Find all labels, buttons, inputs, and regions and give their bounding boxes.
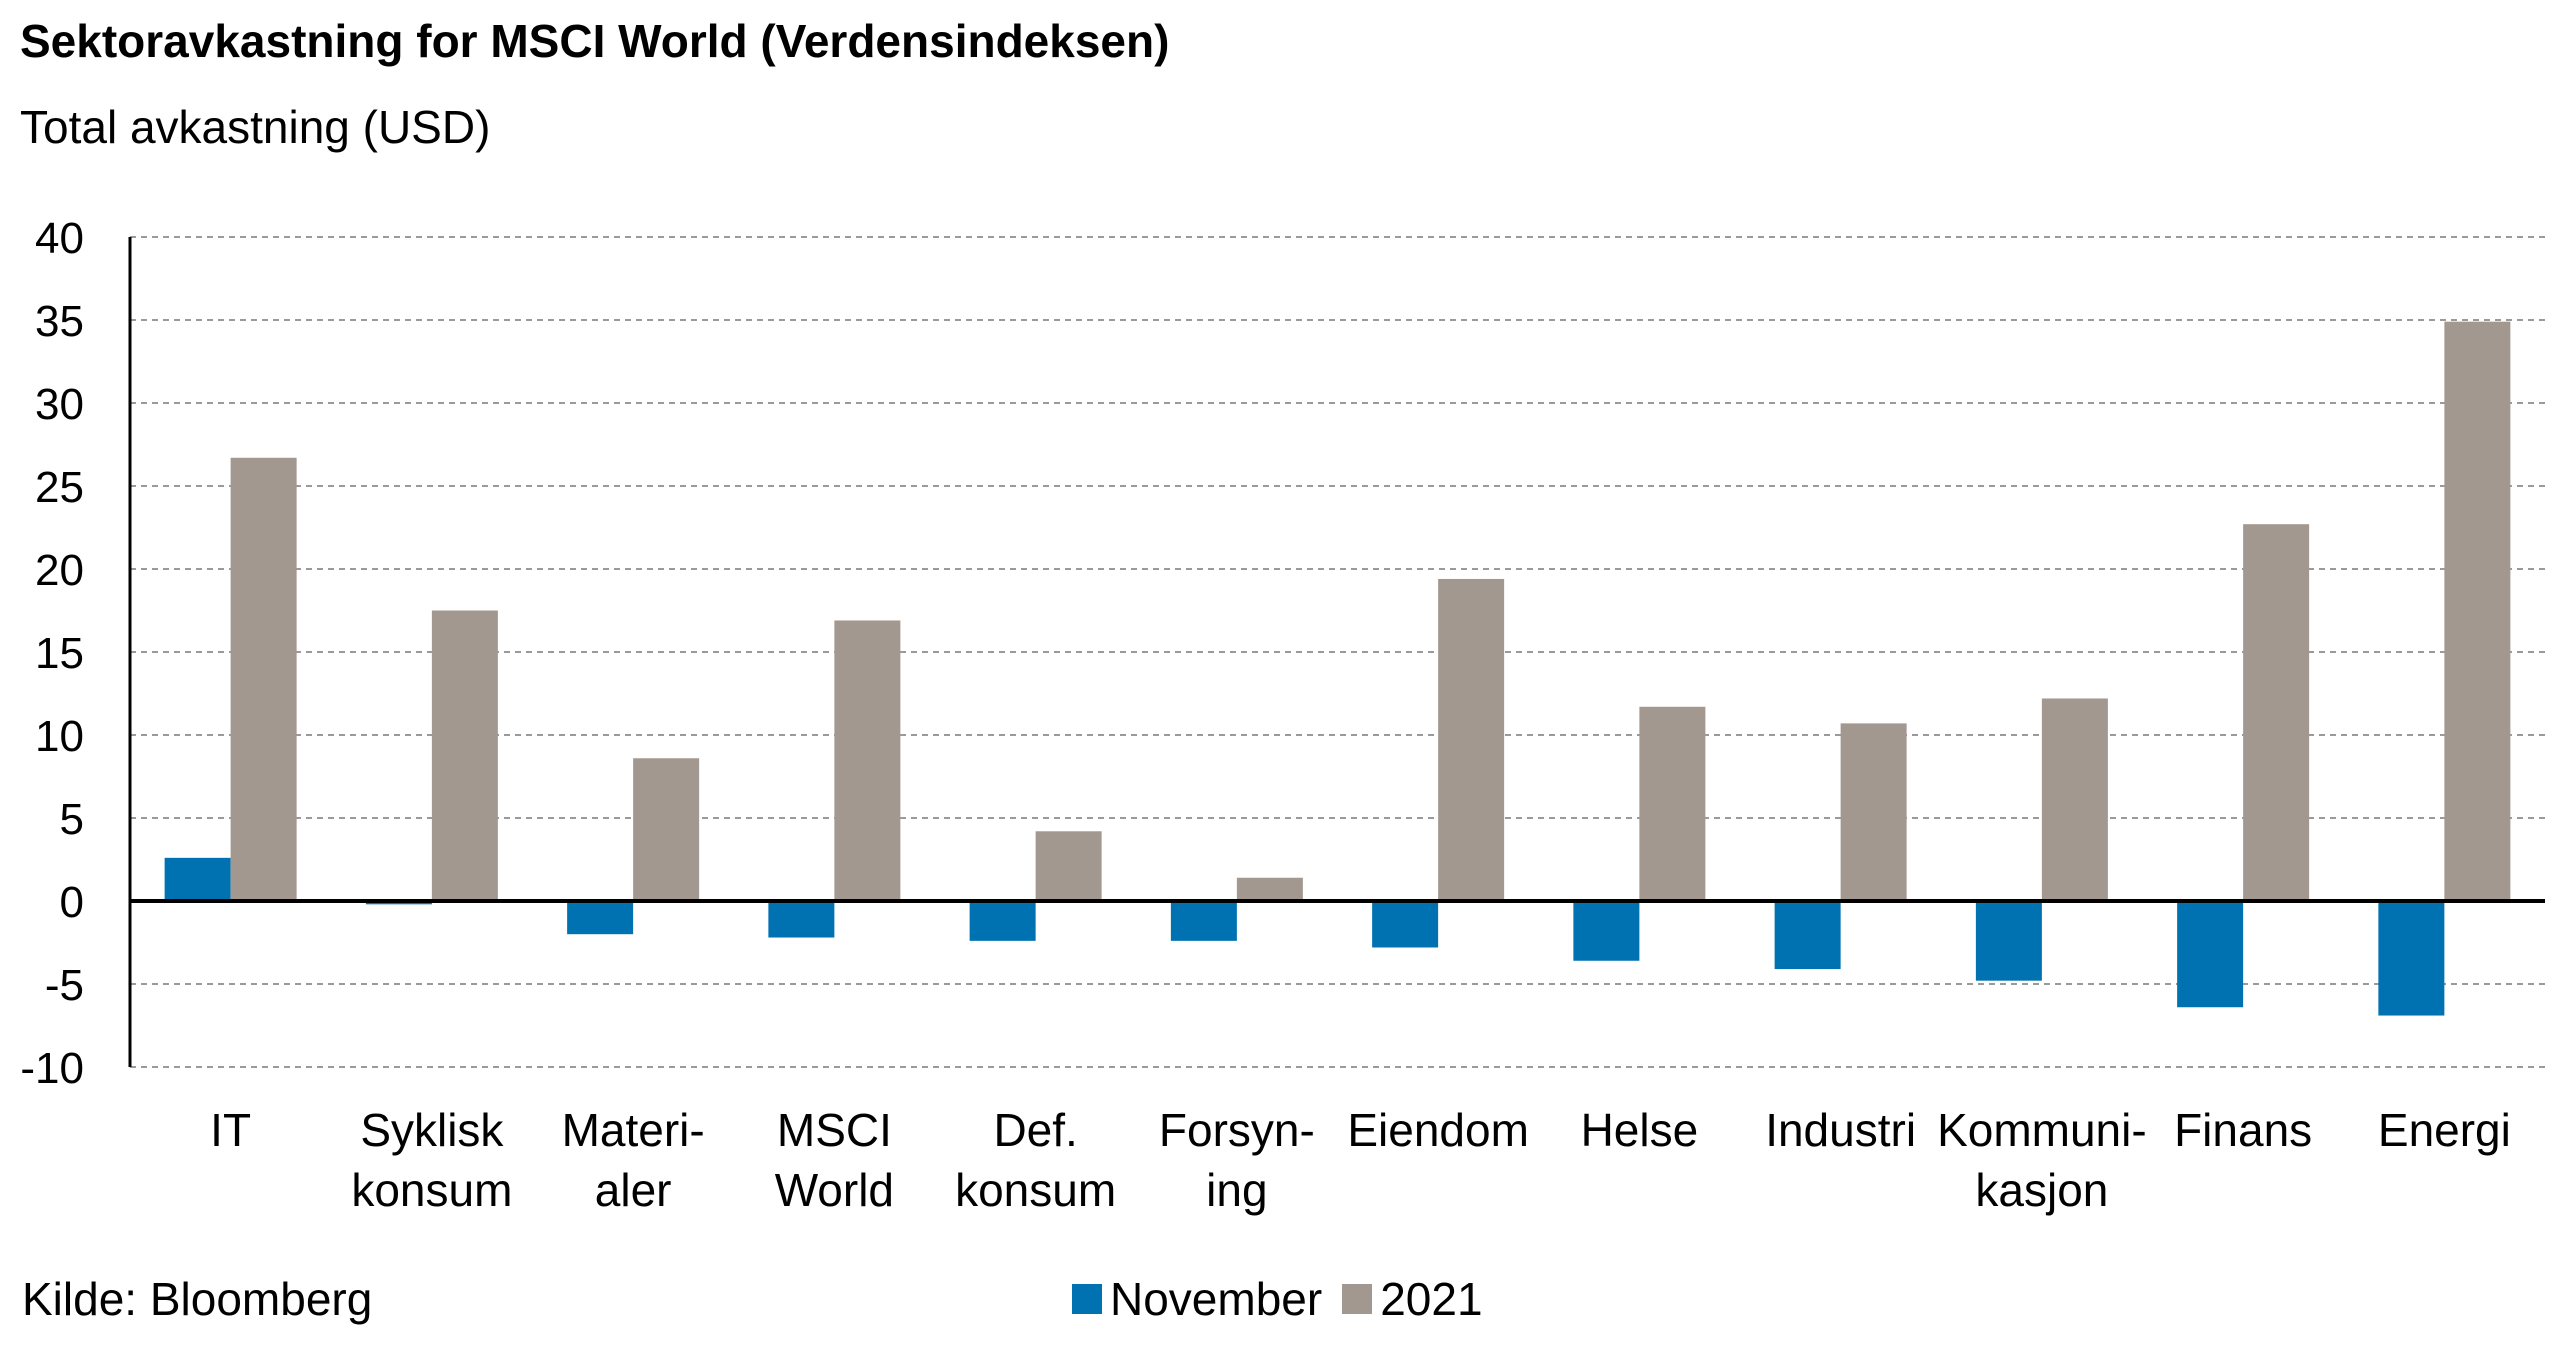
y-tick-label: 15: [35, 629, 84, 678]
bar-november: [1372, 901, 1439, 948]
y-tick-label: 20: [35, 546, 84, 595]
y-tick-label: 40: [35, 214, 84, 263]
x-tick-label: Helse: [1581, 1104, 1699, 1156]
bar-2021: [633, 758, 700, 901]
y-tick-labels: 40 35 30 25 20 15 10 5 0 -5 -10: [20, 214, 84, 1093]
y-tick-label: 30: [35, 380, 84, 429]
x-tick-label: konsum: [351, 1164, 512, 1216]
bar-november: [164, 857, 231, 901]
bar-2021: [1840, 723, 1907, 901]
x-tick-label: Materi-: [562, 1104, 705, 1156]
bar-2021: [1236, 877, 1303, 901]
x-tick-label: aler: [595, 1164, 672, 1216]
bar-november: [1170, 901, 1237, 941]
bar-november: [2177, 901, 2244, 1008]
bar-2021: [230, 457, 297, 901]
y-tick-label: -10: [20, 1044, 84, 1093]
axes: [128, 237, 2545, 1067]
bar-november: [969, 901, 1036, 941]
x-tick-label: Energi: [2378, 1104, 2511, 1156]
x-tick-label: Finans: [2174, 1104, 2312, 1156]
y-tick-label: 35: [35, 297, 84, 346]
bar-2021: [431, 610, 498, 901]
bar-november: [567, 901, 634, 935]
bar-2021: [2444, 321, 2511, 901]
legend-label-november: November: [1110, 1273, 1323, 1325]
bars: [164, 321, 2511, 1016]
x-tick-label: Def.: [993, 1104, 1077, 1156]
bar-2021: [1438, 578, 1505, 901]
x-tick-label: Industri: [1765, 1104, 1916, 1156]
bar-2021: [2041, 698, 2108, 901]
y-tick-label: -5: [45, 961, 84, 1010]
x-tick-label: Syklisk: [360, 1104, 504, 1156]
x-tick-label: IT: [210, 1104, 251, 1156]
bar-november: [1774, 901, 1841, 970]
x-tick-label: Eiendom: [1347, 1104, 1529, 1156]
chart-subtitle: Total avkastning (USD): [20, 101, 491, 153]
legend-item-2021: 2021: [1342, 1272, 1483, 1326]
x-tick-label: World: [775, 1164, 894, 1216]
x-tick-labels: IT Syklisk konsum Materi-aler MSCI World Def. k…: [210, 1104, 2511, 1216]
bar-2021: [2243, 524, 2310, 901]
bar-2021: [834, 620, 901, 901]
bar-november: [1573, 901, 1640, 961]
bar-november: [2378, 901, 2445, 1016]
x-tick-label: kasjon: [1975, 1164, 2108, 1216]
legend-swatch-november: [1072, 1284, 1102, 1314]
bar-november: [768, 901, 835, 938]
chart-title: Sektoravkastning for MSCI World (Verdens…: [20, 15, 1170, 67]
bar-2021: [1035, 831, 1102, 901]
x-tick-label: konsum: [955, 1164, 1116, 1216]
bar-november: [1975, 901, 2042, 981]
y-tick-label: 25: [35, 463, 84, 512]
x-tick-label: Forsyn-: [1159, 1104, 1315, 1156]
bar-2021: [1639, 706, 1706, 901]
legend-swatch-2021: [1342, 1284, 1373, 1314]
legend-item-november: November: [1072, 1272, 1322, 1326]
y-tick-label: 10: [35, 712, 84, 761]
y-tick-label: 5: [60, 795, 84, 844]
legend-label-2021: 2021: [1380, 1273, 1483, 1325]
x-tick-label: ing: [1206, 1164, 1267, 1216]
y-tick-label: 0: [60, 878, 84, 927]
legend: November 2021: [1072, 1272, 1503, 1326]
source-note: Kilde: Bloomberg: [22, 1273, 373, 1325]
x-tick-label: Kommuni-: [1937, 1104, 2147, 1156]
x-tick-label: MSCI: [777, 1104, 892, 1156]
